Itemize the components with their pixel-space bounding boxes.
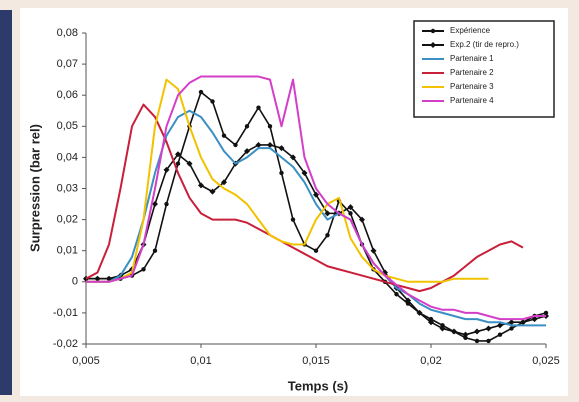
marker [175, 161, 181, 166]
marker [520, 319, 526, 326]
x-tick-label: 0,01 [190, 355, 211, 367]
y-tick-label: 0,02 [57, 214, 78, 226]
marker [347, 204, 354, 211]
marker [256, 105, 261, 110]
marker [440, 323, 445, 328]
y-tick-label: -0,02 [53, 338, 78, 350]
marker [485, 325, 492, 332]
marker [486, 338, 491, 344]
y-axis-title: Surpression (bar rel) [27, 124, 42, 252]
marker [428, 316, 434, 322]
marker [267, 124, 273, 129]
marker [531, 316, 538, 323]
marker [370, 247, 377, 254]
legend-label: Partenaire 2 [450, 68, 494, 77]
marker [325, 232, 330, 238]
marker [313, 248, 319, 253]
legend-label: Partenaire 4 [450, 96, 494, 105]
marker [210, 99, 215, 104]
legend-label: Partenaire 3 [450, 82, 494, 91]
marker [244, 148, 250, 155]
y-tick-label: 0,07 [57, 58, 78, 70]
marker [428, 319, 434, 326]
marker [198, 89, 204, 95]
series-line [86, 75, 546, 321]
x-tick-label: 0,025 [532, 355, 560, 367]
marker [430, 42, 436, 48]
marker [301, 169, 308, 176]
y-tick-label: 0,04 [57, 151, 78, 163]
marker [221, 133, 227, 138]
marker [394, 292, 399, 297]
series-line [86, 78, 489, 283]
marker [474, 328, 480, 335]
marker [313, 191, 319, 198]
book-edge [0, 10, 12, 395]
marker [543, 310, 549, 316]
y-tick-label: -0,01 [53, 307, 78, 319]
y-tick-label: 0,08 [57, 27, 78, 39]
marker [152, 248, 158, 253]
marker [244, 124, 250, 129]
x-tick-label: 0,015 [302, 355, 330, 367]
marker [439, 325, 446, 332]
marker [278, 145, 285, 152]
y-tick-label: 0,03 [57, 182, 78, 194]
y-tick-label: 0,05 [57, 120, 78, 132]
marker [416, 309, 423, 316]
legend-label: Partenaire 1 [450, 54, 494, 63]
marker [290, 154, 296, 161]
marker [267, 141, 273, 148]
x-axis-title: Temps (s) [288, 378, 348, 393]
marker [290, 217, 296, 222]
marker [509, 326, 514, 331]
y-tick-label: 0,06 [57, 89, 78, 101]
series-line [85, 103, 524, 293]
legend: Expérience Exp.2 (tir de repro.) Partenair… [413, 20, 555, 118]
marker [497, 332, 503, 337]
marker [221, 179, 227, 186]
x-tick-label: 0,005 [72, 355, 100, 367]
y-tick-label: 0,01 [57, 245, 78, 257]
marker [152, 201, 158, 208]
marker [94, 275, 101, 282]
marker [359, 216, 365, 223]
legend-label: Exp.2 (tir de repro.) [450, 40, 519, 49]
marker [141, 267, 146, 272]
marker [209, 188, 216, 195]
marker [255, 141, 262, 148]
legend-label: Expérience [450, 26, 491, 35]
marker [474, 338, 480, 344]
marker [233, 142, 238, 148]
marker [405, 297, 411, 304]
marker [279, 170, 284, 176]
marker [186, 160, 193, 167]
marker [198, 182, 204, 189]
marker [462, 331, 469, 338]
y-tick-label: 0 [72, 276, 78, 288]
marker [451, 328, 457, 335]
x-tick-label: 0,02 [420, 355, 441, 367]
marker [348, 211, 353, 216]
marker [164, 201, 169, 207]
marker [497, 322, 503, 329]
marker [430, 28, 436, 34]
marker [324, 210, 331, 217]
marker [175, 151, 181, 158]
marker [463, 335, 468, 340]
marker [163, 166, 170, 173]
marker [508, 319, 515, 326]
